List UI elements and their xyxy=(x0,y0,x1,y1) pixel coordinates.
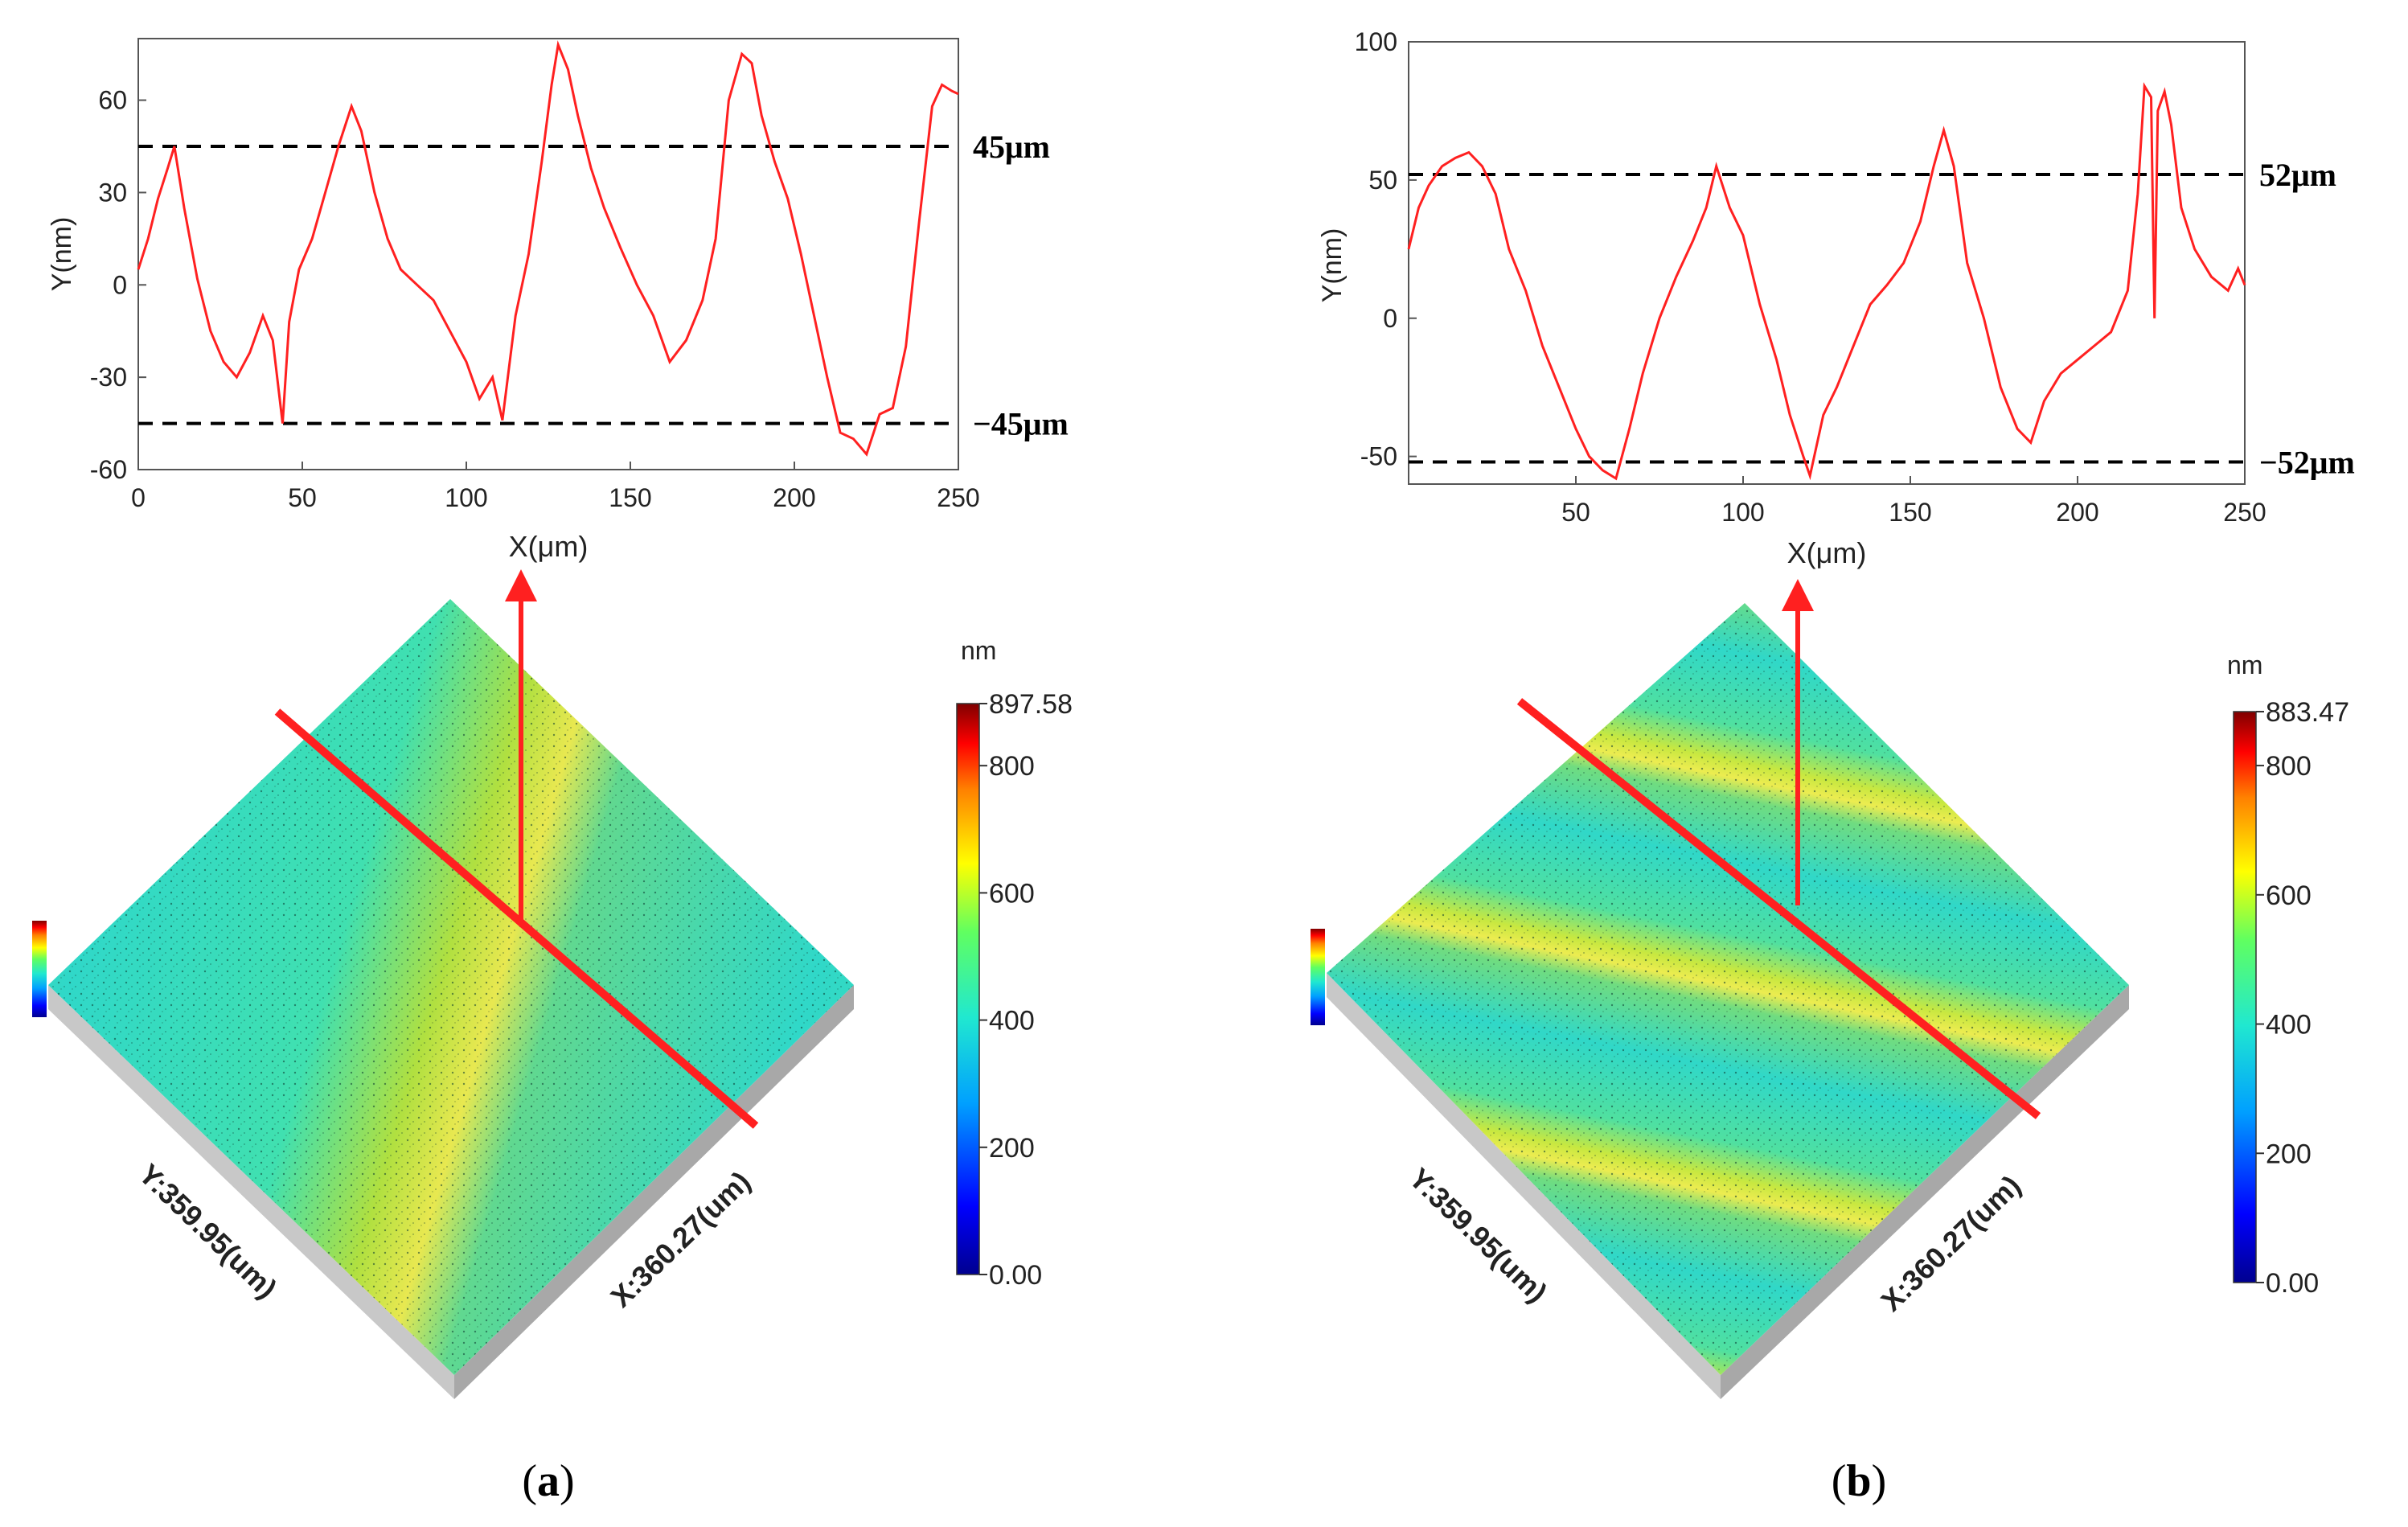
base-side-right-b xyxy=(1721,985,2129,1399)
x-ticks-b: 50 100 150 200 250 xyxy=(1561,476,2266,527)
section-line-b xyxy=(1516,698,2041,1119)
y-tick-label: 0 xyxy=(1383,304,1397,333)
section-line-a xyxy=(274,708,759,1129)
colorbar-tick-label: 0.00 xyxy=(989,1260,1042,1291)
y-tick-label: -50 xyxy=(1360,442,1397,471)
colorbar-gradient-a xyxy=(956,703,980,1275)
surface-map-b: Y:359.95(um) X:360.27(um) xyxy=(1311,579,2129,1399)
x-axis-label-a: X(μm) xyxy=(509,530,589,563)
colorbar-gradient-b xyxy=(2233,711,2257,1283)
x-tick-label: 150 xyxy=(1889,498,1931,527)
panel-a: -60 -30 0 30 60 0 50 100 150 200 250 45μm −45μm Y(… xyxy=(32,38,1073,1506)
plot-frame-a xyxy=(137,38,959,470)
reference-lines-b: 52μm −52μm xyxy=(1409,157,2355,481)
caption-a: (a) xyxy=(522,1456,574,1506)
y-axis-label-b: Y(nm) xyxy=(1317,228,1348,303)
caption-b: (b) xyxy=(1832,1456,1886,1506)
x-tick-label: 200 xyxy=(773,483,815,512)
arrow-head-b xyxy=(1782,579,1814,611)
colorbar-tick-label: 600 xyxy=(2266,880,2312,911)
x-axis-label-b: X(μm) xyxy=(1787,536,1867,569)
profile-line-b xyxy=(1407,82,2246,481)
y-tick-label: 0 xyxy=(113,270,127,299)
arrow-head-a xyxy=(505,569,537,601)
colorbar-tick-label: 800 xyxy=(989,751,1035,782)
y-tick-label: 60 xyxy=(98,86,127,115)
reference-label: −45μm xyxy=(973,406,1069,442)
y-ticks-a: -60 -30 0 30 60 xyxy=(90,86,146,484)
colorbar-tick-label: 200 xyxy=(989,1133,1035,1164)
colorbar-unit-b: nm xyxy=(2227,651,2262,679)
y-ticks-b: -50 0 50 100 xyxy=(1355,27,1417,471)
y-axis-label-a: Y(nm) xyxy=(47,217,77,292)
colorbar-a: nm 897.58 800 600 400 200 0.00 xyxy=(956,636,1073,1291)
panel-b: -50 0 50 100 50 100 150 200 250 52μm −52μm Y(nm)… xyxy=(1311,27,2355,1506)
base-side-left-a xyxy=(48,985,454,1399)
x-tick-label: 100 xyxy=(1721,498,1764,527)
mini-colorbar-a xyxy=(32,921,47,1017)
surface-map-a: Y:359.95(um) X:360.27(um) xyxy=(32,569,854,1399)
y-tick-label: -60 xyxy=(90,455,127,484)
x-tick-label: 50 xyxy=(1561,498,1590,527)
y-tick-label: 50 xyxy=(1368,166,1397,195)
colorbar-tick-label: 400 xyxy=(989,1006,1035,1036)
y-tick-label: -30 xyxy=(90,363,127,392)
colorbar-tick-label: 897.58 xyxy=(989,689,1073,720)
plot-frame-b xyxy=(1408,41,2246,485)
profile-line-a xyxy=(137,40,959,457)
x-tick-label: 50 xyxy=(288,483,317,512)
y-tick-label: 100 xyxy=(1355,27,1397,56)
base-side-left-b xyxy=(1327,973,1721,1399)
x-tick-label: 200 xyxy=(2056,498,2098,527)
mini-colorbar-b xyxy=(1311,929,1325,1025)
base-side-right-a xyxy=(454,985,854,1399)
colorbar-tick-label: 0.00 xyxy=(2266,1268,2319,1299)
x-tick-label: 250 xyxy=(937,483,979,512)
x-tick-label: 100 xyxy=(445,483,487,512)
reference-lines-a: 45μm −45μm xyxy=(138,129,1069,442)
colorbar-unit-a: nm xyxy=(961,636,996,665)
x-tick-label: 250 xyxy=(2223,498,2266,527)
x-tick-label: 150 xyxy=(609,483,651,512)
reference-label: −52μm xyxy=(2259,445,2355,481)
colorbar-tick-label: 883.47 xyxy=(2266,697,2349,728)
colorbar-b: nm 883.47 800 600 400 200 0.00 xyxy=(2227,651,2349,1299)
colorbar-tick-label: 600 xyxy=(989,878,1035,909)
reference-label: 52μm xyxy=(2259,157,2336,193)
colorbar-tick-label: 800 xyxy=(2266,751,2312,782)
colorbar-tick-label: 400 xyxy=(2266,1010,2312,1041)
colorbar-tick-label: 200 xyxy=(2266,1139,2312,1169)
reference-label: 45μm xyxy=(973,129,1050,165)
y-tick-label: 30 xyxy=(98,178,127,207)
x-tick-label: 0 xyxy=(131,483,146,512)
x-ticks-a: 0 50 100 150 200 250 xyxy=(131,462,980,512)
